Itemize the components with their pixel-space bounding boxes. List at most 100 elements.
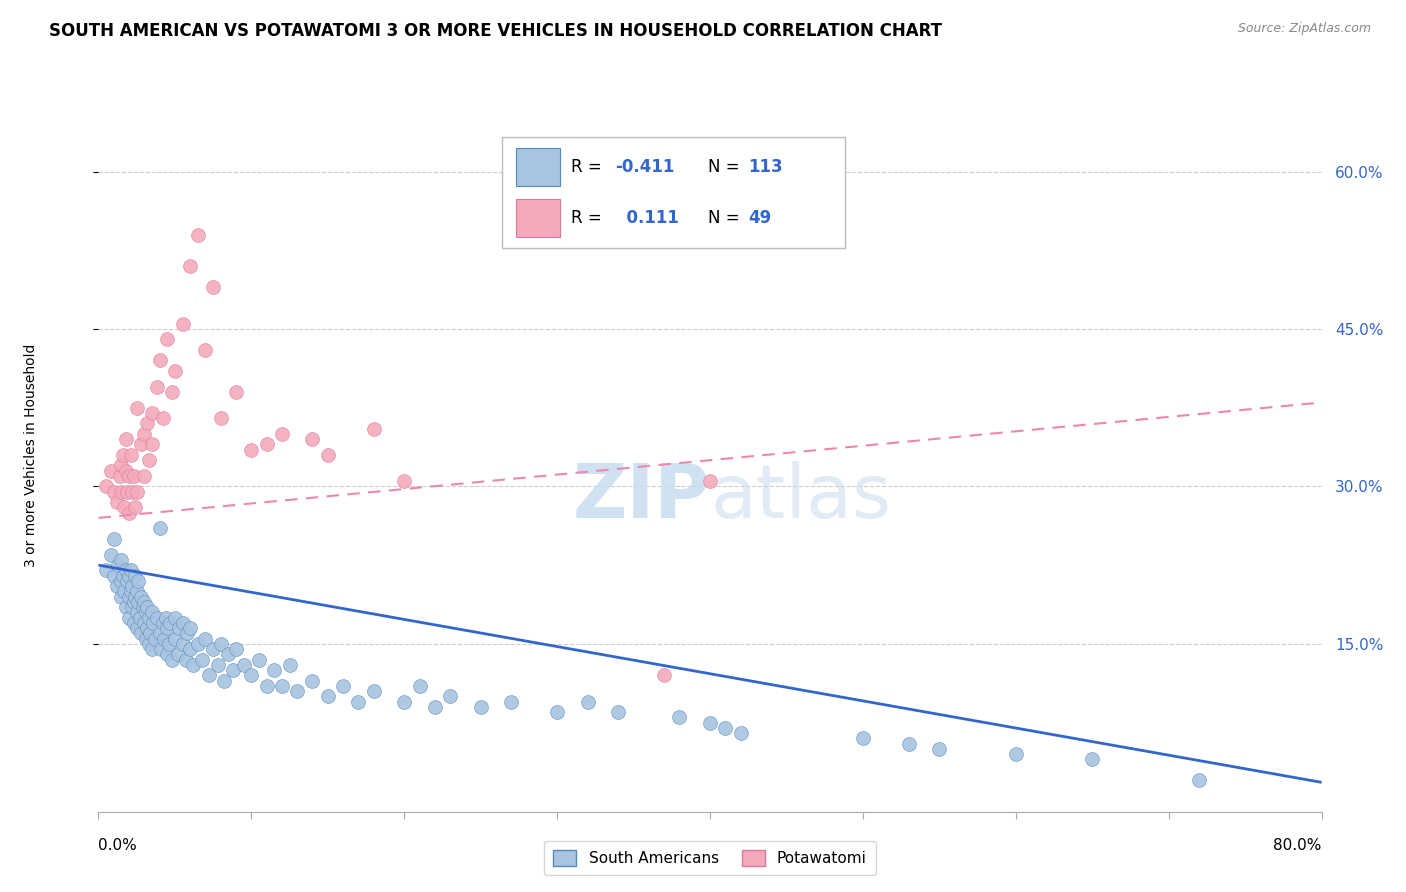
Point <box>301 673 323 688</box>
Point <box>129 626 152 640</box>
Point <box>439 690 461 704</box>
Point <box>125 621 148 635</box>
Point <box>607 705 630 719</box>
Text: 0.111: 0.111 <box>614 209 679 227</box>
Point <box>120 448 142 462</box>
Point <box>156 621 179 635</box>
Point <box>152 411 174 425</box>
Point <box>110 574 132 588</box>
Point <box>134 595 156 609</box>
Point <box>423 699 446 714</box>
Point <box>121 579 143 593</box>
Point <box>316 448 339 462</box>
Point <box>124 500 146 515</box>
Point <box>202 280 225 294</box>
Point <box>392 474 416 488</box>
Point <box>115 563 138 577</box>
Point <box>256 679 278 693</box>
Point <box>928 741 950 756</box>
Point <box>212 673 235 688</box>
Point <box>217 648 239 662</box>
Point <box>132 600 155 615</box>
Point <box>270 426 292 441</box>
Point <box>730 726 752 740</box>
Point <box>149 521 172 535</box>
Point <box>118 610 141 624</box>
Point <box>103 484 125 499</box>
Point <box>127 574 149 588</box>
Point <box>118 469 141 483</box>
Point <box>94 479 117 493</box>
Text: N =: N = <box>707 158 744 177</box>
Point <box>197 668 219 682</box>
Point <box>125 484 148 499</box>
Text: 113: 113 <box>748 158 783 177</box>
Point <box>179 621 201 635</box>
Point <box>117 574 139 588</box>
Point <box>668 710 690 724</box>
Point <box>179 259 201 273</box>
Point <box>135 632 157 646</box>
Point <box>699 715 721 730</box>
Point <box>163 610 186 624</box>
Point <box>100 548 122 562</box>
Point <box>392 694 416 708</box>
Point <box>240 668 263 682</box>
Point <box>225 642 247 657</box>
Text: -0.411: -0.411 <box>614 158 675 177</box>
Point <box>110 484 132 499</box>
Point <box>207 657 229 672</box>
Point <box>125 401 148 415</box>
Point <box>117 484 139 499</box>
Point <box>852 731 875 746</box>
Point <box>714 721 737 735</box>
Point <box>129 590 152 604</box>
Point <box>118 590 141 604</box>
Point <box>134 469 156 483</box>
Text: R =: R = <box>571 209 606 227</box>
Point <box>546 705 568 719</box>
Point <box>156 333 179 347</box>
Point <box>172 615 194 630</box>
Point <box>256 437 278 451</box>
Point <box>110 458 132 473</box>
Point <box>194 343 217 357</box>
Point <box>145 610 167 624</box>
Point <box>225 384 247 399</box>
Point <box>332 679 354 693</box>
Point <box>138 453 160 467</box>
Text: ZIP: ZIP <box>572 461 710 534</box>
Point <box>141 642 163 657</box>
Point <box>363 422 385 436</box>
FancyBboxPatch shape <box>502 137 845 248</box>
Point <box>278 657 301 672</box>
Point <box>181 657 204 672</box>
Point <box>141 605 163 619</box>
Point <box>125 584 148 599</box>
Point <box>1081 752 1104 766</box>
Point <box>160 652 183 666</box>
Point <box>138 610 160 624</box>
Point <box>115 432 138 446</box>
Point <box>118 506 141 520</box>
Text: 0.0%: 0.0% <box>98 838 138 853</box>
Point <box>107 558 129 573</box>
Point <box>139 626 162 640</box>
Point <box>122 469 145 483</box>
Point <box>163 632 186 646</box>
Point <box>94 563 117 577</box>
Point <box>141 437 163 451</box>
Text: 80.0%: 80.0% <box>1274 838 1322 853</box>
Point <box>121 600 143 615</box>
Point <box>172 317 194 331</box>
Point <box>153 632 176 646</box>
Point <box>149 353 172 368</box>
Point <box>143 632 166 646</box>
Point <box>172 637 194 651</box>
Point <box>122 595 145 609</box>
Point <box>169 621 191 635</box>
Point <box>115 464 138 478</box>
Point <box>316 690 339 704</box>
Point <box>127 595 149 609</box>
Point <box>247 652 270 666</box>
